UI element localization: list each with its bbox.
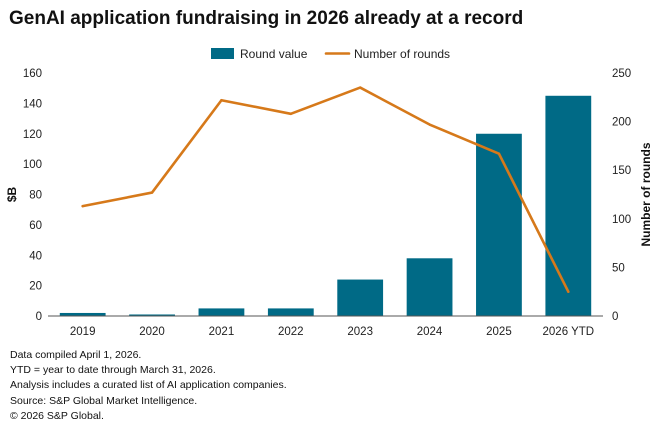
legend-swatch-round-value bbox=[211, 48, 234, 59]
point-number-of-rounds-2020 bbox=[150, 191, 154, 194]
y-tick-label: 100 bbox=[23, 159, 42, 171]
y-tick-label: 160 bbox=[23, 68, 42, 80]
bar-round-value-2021 bbox=[198, 308, 245, 316]
footnote-data-compiled: Data compiled April 1, 2026. bbox=[10, 349, 142, 361]
legend-label-round-value: Round value bbox=[240, 47, 308, 61]
bar-round-value-2025 bbox=[476, 133, 522, 316]
y-axis-title: $B bbox=[5, 186, 19, 202]
y-tick-label: 120 bbox=[23, 129, 42, 141]
y2-tick-label: 0 bbox=[612, 311, 618, 323]
point-number-of-rounds-2025 bbox=[497, 152, 501, 155]
y-tick-label: 140 bbox=[23, 98, 42, 110]
legend-label-number-of-rounds: Number of rounds bbox=[354, 47, 450, 61]
line-number-of-rounds bbox=[81, 86, 570, 294]
point-number-of-rounds-2026-ytd bbox=[567, 290, 570, 293]
point-number-of-rounds-2023 bbox=[358, 86, 362, 89]
point-number-of-rounds-2022 bbox=[289, 112, 293, 116]
chart-title: GenAI application fundraising in 2026 al… bbox=[9, 8, 524, 29]
x-tick-label: 2021 bbox=[209, 326, 235, 338]
point-number-of-rounds-2024 bbox=[428, 123, 431, 126]
y2-tick-label: 100 bbox=[612, 214, 631, 226]
x-tick-label: 2020 bbox=[139, 326, 165, 338]
footnote-copyright: © 2026 S&P Global. bbox=[10, 409, 104, 422]
footnotes: Data compiled April 1, 2026. YTD = year … bbox=[10, 348, 287, 424]
x-tick-label: 2026 YTD bbox=[543, 326, 595, 338]
x-tick-label: 2019 bbox=[70, 326, 96, 338]
footnote-ytd-definition: YTD = year to date through March 31, 202… bbox=[10, 364, 216, 377]
point-number-of-rounds-2021 bbox=[220, 99, 223, 102]
y2-tick-label: 250 bbox=[612, 68, 631, 80]
y2-axis-title: Number of rounds bbox=[639, 142, 653, 246]
bar-round-value-2019 bbox=[59, 312, 106, 316]
footnote-source: Source: S&P Global Market Intelligence. bbox=[10, 394, 198, 407]
x-tick-label: 2022 bbox=[278, 326, 304, 338]
y2-tick-label: 200 bbox=[612, 117, 631, 129]
bar-round-value-2024 bbox=[406, 258, 453, 316]
x-tick-label: 2025 bbox=[486, 326, 512, 338]
bar-round-value-2022 bbox=[267, 308, 314, 316]
y-tick-label: 60 bbox=[29, 220, 42, 232]
x-tick-label: 2024 bbox=[417, 326, 443, 338]
y-tick-label: 80 bbox=[29, 190, 42, 202]
y2-tick-label: 50 bbox=[612, 262, 625, 274]
y-tick-label: 0 bbox=[36, 311, 42, 323]
footnote-analysis-scope: Analysis includes a curated list of AI a… bbox=[10, 379, 287, 392]
bar-round-value-2023 bbox=[337, 279, 384, 316]
point-number-of-rounds-2019 bbox=[81, 204, 84, 208]
bar-round-value-2026-ytd bbox=[545, 95, 592, 316]
x-tick-label: 2023 bbox=[347, 326, 373, 338]
y-tick-label: 20 bbox=[29, 281, 42, 293]
y-tick-label: 40 bbox=[29, 250, 42, 262]
y2-tick-label: 150 bbox=[612, 165, 631, 177]
bar-round-value-2020 bbox=[129, 314, 175, 316]
